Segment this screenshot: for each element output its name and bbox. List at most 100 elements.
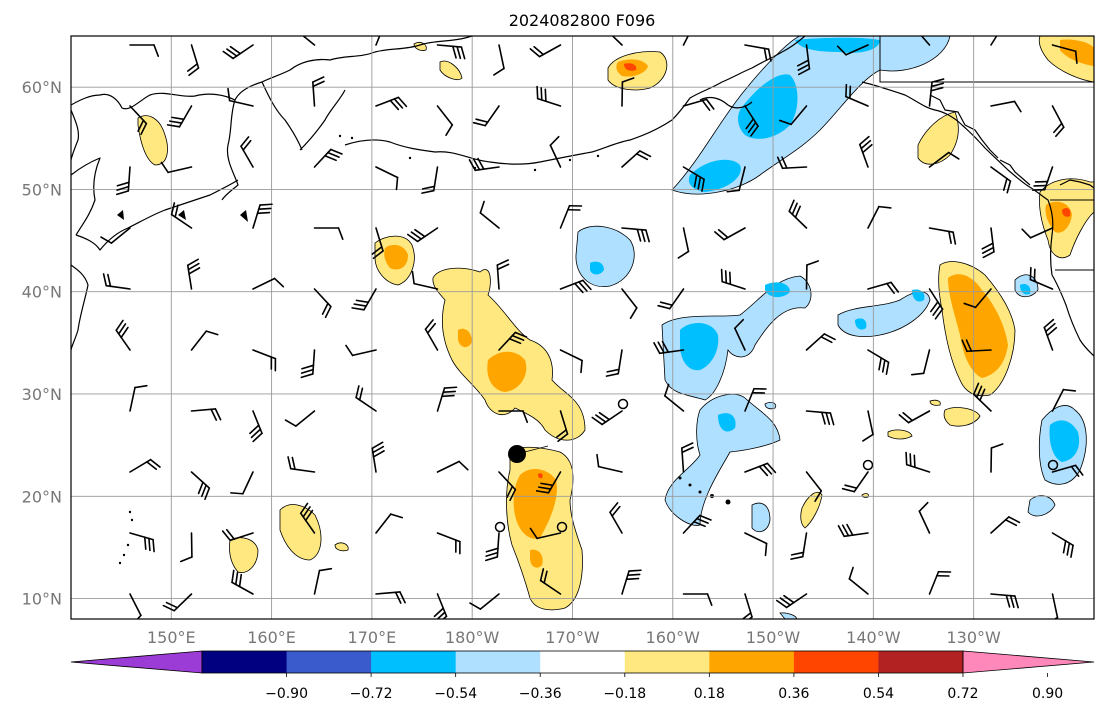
- wind-barb: [376, 514, 402, 533]
- wind-barb: [480, 201, 499, 228]
- colorbar-label: 0.90: [1032, 686, 1063, 702]
- wind-barb: [684, 594, 712, 605]
- wind-barb: [789, 200, 806, 228]
- colorbar: [71, 651, 1094, 673]
- map-area: [71, 16, 1094, 624]
- wind-barb: [301, 350, 314, 377]
- colorbar-label: −0.72: [350, 686, 393, 702]
- colorbar-label: −0.36: [519, 686, 562, 702]
- wind-barb: [906, 453, 929, 472]
- wind-barb: [426, 320, 438, 350]
- wind-barbs: [101, 16, 1083, 624]
- colorbar-label: 0.54: [863, 686, 894, 702]
- wind-barb: [863, 411, 873, 441]
- wind-barb: [537, 87, 560, 106]
- wind-barb: [919, 503, 929, 533]
- wind-barb: [161, 162, 191, 172]
- colorbar-segment: [371, 651, 456, 673]
- wind-barb: [315, 289, 331, 317]
- wind-barb: [315, 569, 332, 594]
- wind-barb: [561, 350, 583, 372]
- wind-barb: [253, 350, 275, 371]
- wind-barb: [622, 289, 637, 318]
- wind-barb: [438, 461, 468, 472]
- longitude-label: 140°W: [846, 628, 901, 647]
- longitude-label: 160°W: [646, 628, 701, 647]
- wind-barb: [163, 594, 191, 611]
- wind-barb: [606, 350, 622, 376]
- wind-barb: [188, 45, 199, 75]
- wind-barb: [497, 260, 508, 289]
- wind-barb: [715, 228, 745, 240]
- colorbar-label: 0.72: [947, 686, 978, 702]
- wind-barb: [117, 167, 130, 194]
- longitude-label: 150°W: [746, 628, 801, 647]
- latitude-label: 40°N: [22, 283, 62, 302]
- wind-barb: [982, 228, 994, 257]
- wind-barb: [296, 18, 315, 45]
- colorbar-segment: [794, 651, 879, 673]
- wind-barb: [807, 334, 836, 350]
- storm-marker-open: [619, 400, 628, 409]
- wind-barb: [745, 463, 775, 475]
- wind-barb: [253, 278, 283, 289]
- wind-barb: [250, 411, 262, 441]
- wind-barb: [678, 228, 688, 258]
- latitude-label: 30°N: [22, 385, 62, 404]
- wind-barb: [474, 106, 499, 126]
- wind-barb: [868, 350, 889, 374]
- wind-barb: [843, 472, 868, 492]
- colorbar-label: −0.18: [603, 686, 646, 702]
- wind-barb: [991, 101, 1021, 111]
- wind-barb: [192, 331, 218, 350]
- wind-barb: [622, 570, 641, 594]
- wind-barb: [130, 533, 154, 552]
- colorbar-segment: [878, 651, 963, 673]
- wind-barb: [912, 350, 930, 375]
- longitude-label: 170°W: [545, 628, 600, 647]
- colorbar-label: 0.18: [694, 686, 725, 702]
- wind-barb: [241, 137, 253, 167]
- wind-barb: [838, 525, 868, 537]
- wind-barb: [372, 442, 384, 472]
- wind-barb: [104, 274, 130, 289]
- wind-barb: [860, 137, 872, 167]
- storm-marker-open: [864, 461, 873, 470]
- wind-barb: [130, 386, 147, 411]
- wind-barb: [470, 594, 499, 609]
- longitude-label: 160°E: [247, 628, 296, 647]
- wind-barb: [288, 457, 314, 472]
- wind-barb: [376, 592, 405, 603]
- wind-barb: [791, 533, 807, 559]
- wind-barb: [899, 411, 929, 423]
- colorbar-extend-high: [963, 651, 1094, 673]
- wind-barb: [253, 204, 272, 228]
- wind-barb: [1053, 533, 1074, 557]
- wind-barb: [991, 517, 1020, 533]
- wind-barb: [991, 25, 1015, 45]
- wind-barb: [807, 411, 834, 425]
- longitude-label: 180°W: [445, 628, 500, 647]
- wind-barb: [778, 157, 807, 168]
- storm-marker-open: [496, 523, 505, 532]
- wind-barb: [494, 45, 504, 75]
- wind-barb: [231, 472, 253, 494]
- wind-barb: [622, 151, 651, 167]
- wind-barb: [486, 533, 499, 560]
- wind-barb: [745, 533, 767, 555]
- wind-barb: [438, 45, 465, 59]
- wind-barb: [315, 149, 342, 167]
- colorbar-segment: [625, 651, 710, 673]
- latitude-label: 10°N: [22, 590, 62, 609]
- longitude-label: 130°W: [946, 628, 1001, 647]
- wind-barb: [991, 167, 1010, 193]
- wind-barb: [1044, 320, 1056, 350]
- wind-barb: [684, 24, 707, 45]
- wind-barb: [991, 444, 1003, 472]
- island-chains: [117, 135, 731, 564]
- latitude-label: 20°N: [22, 487, 62, 506]
- wind-barb: [130, 460, 160, 472]
- wind-barb: [130, 45, 158, 56]
